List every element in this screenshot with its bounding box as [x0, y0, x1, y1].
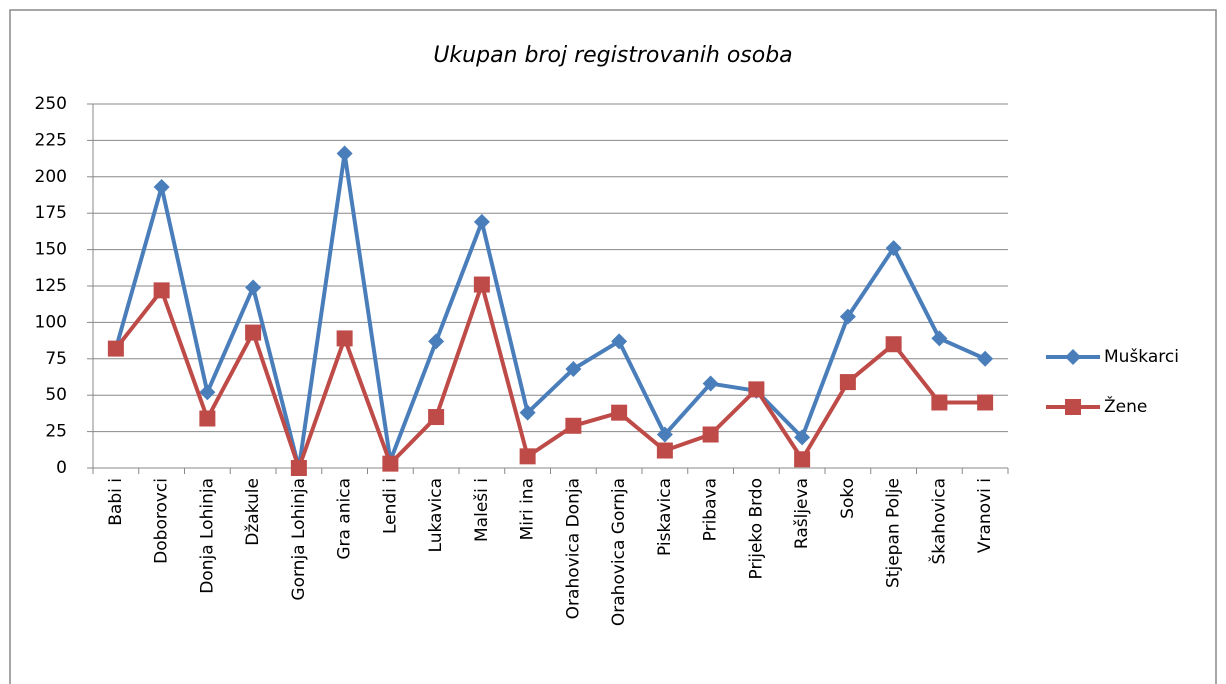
x-tick-label: Škahovica: [927, 478, 949, 564]
x-tick-label: Vranovi i: [975, 478, 995, 553]
point: [611, 333, 628, 350]
chart-title: Ukupan broj registrovanih osoba: [433, 43, 792, 68]
x-tick-label: Gra anica: [335, 478, 355, 560]
point: [519, 404, 536, 421]
y-tick-label: 200: [35, 167, 67, 187]
legend-label: Muškarci: [1104, 347, 1179, 367]
x-tick-label: Lukavica: [426, 478, 446, 552]
point: [931, 394, 948, 411]
point: [702, 426, 719, 443]
point: [199, 410, 216, 427]
point: [839, 374, 856, 391]
y-tick-label: 250: [35, 94, 67, 114]
point: [656, 426, 673, 443]
x-tick-label: Orahovica Donja: [563, 478, 583, 619]
point: [473, 276, 490, 293]
point: [336, 330, 353, 347]
x-tick-label: Soko: [838, 478, 858, 519]
x-tick-label: Stjepan Polje: [884, 478, 904, 588]
x-tick-label: Miri ina: [518, 478, 538, 540]
series-line: [113, 151, 986, 470]
x-tick-label: Orahovica Gornja: [609, 478, 629, 626]
x-tick-label: Babi i: [106, 478, 126, 526]
point: [885, 240, 902, 257]
x-tick-label: Džakule: [243, 478, 263, 546]
y-tick-label: 100: [35, 312, 67, 332]
y-tick-label: 50: [45, 385, 67, 405]
point: [245, 279, 262, 296]
point: [794, 451, 811, 468]
point: [428, 409, 445, 426]
point: [977, 350, 994, 367]
y-tick-label: 75: [45, 349, 67, 369]
legend-marker: [1065, 349, 1081, 365]
y-tick-label: 150: [35, 240, 67, 260]
point: [473, 213, 490, 230]
x-tick-label: Donja Lohinja: [197, 478, 217, 594]
point: [748, 381, 765, 398]
point: [794, 429, 811, 446]
point: [656, 442, 673, 459]
x-tick-label: Piskavica: [655, 478, 675, 556]
point: [565, 417, 582, 434]
x-tick-label: Pribava: [701, 478, 721, 541]
y-tick-label: 0: [56, 458, 67, 478]
x-tick-label: Doborovci: [152, 478, 172, 564]
point: [519, 448, 536, 465]
point: [245, 324, 262, 341]
series-line: [114, 282, 986, 470]
x-tick-label: Gornja Lohinja: [289, 478, 309, 601]
point: [428, 333, 445, 350]
point: [931, 330, 948, 347]
y-tick-label: 175: [35, 203, 67, 223]
point: [977, 394, 994, 411]
point: [290, 460, 307, 476]
legend-label: Žene: [1104, 395, 1147, 417]
x-tick-label: Maleši i: [472, 478, 492, 542]
point: [885, 336, 902, 353]
point: [153, 282, 170, 299]
point: [702, 375, 719, 392]
point: [199, 384, 216, 401]
legend-marker: [1065, 399, 1081, 415]
x-tick-label: Rašljeva: [792, 478, 812, 549]
y-tick-label: 25: [45, 422, 67, 442]
point: [336, 145, 353, 162]
y-tick-label: 125: [35, 276, 67, 296]
point: [565, 360, 582, 377]
point: [382, 455, 399, 472]
y-tick-label: 225: [35, 130, 67, 150]
x-tick-label: Lendi i: [380, 478, 400, 534]
point: [107, 340, 124, 357]
point: [611, 404, 628, 421]
point: [153, 178, 170, 195]
x-tick-label: Prijeko Brdo: [746, 478, 766, 579]
point: [839, 308, 856, 325]
